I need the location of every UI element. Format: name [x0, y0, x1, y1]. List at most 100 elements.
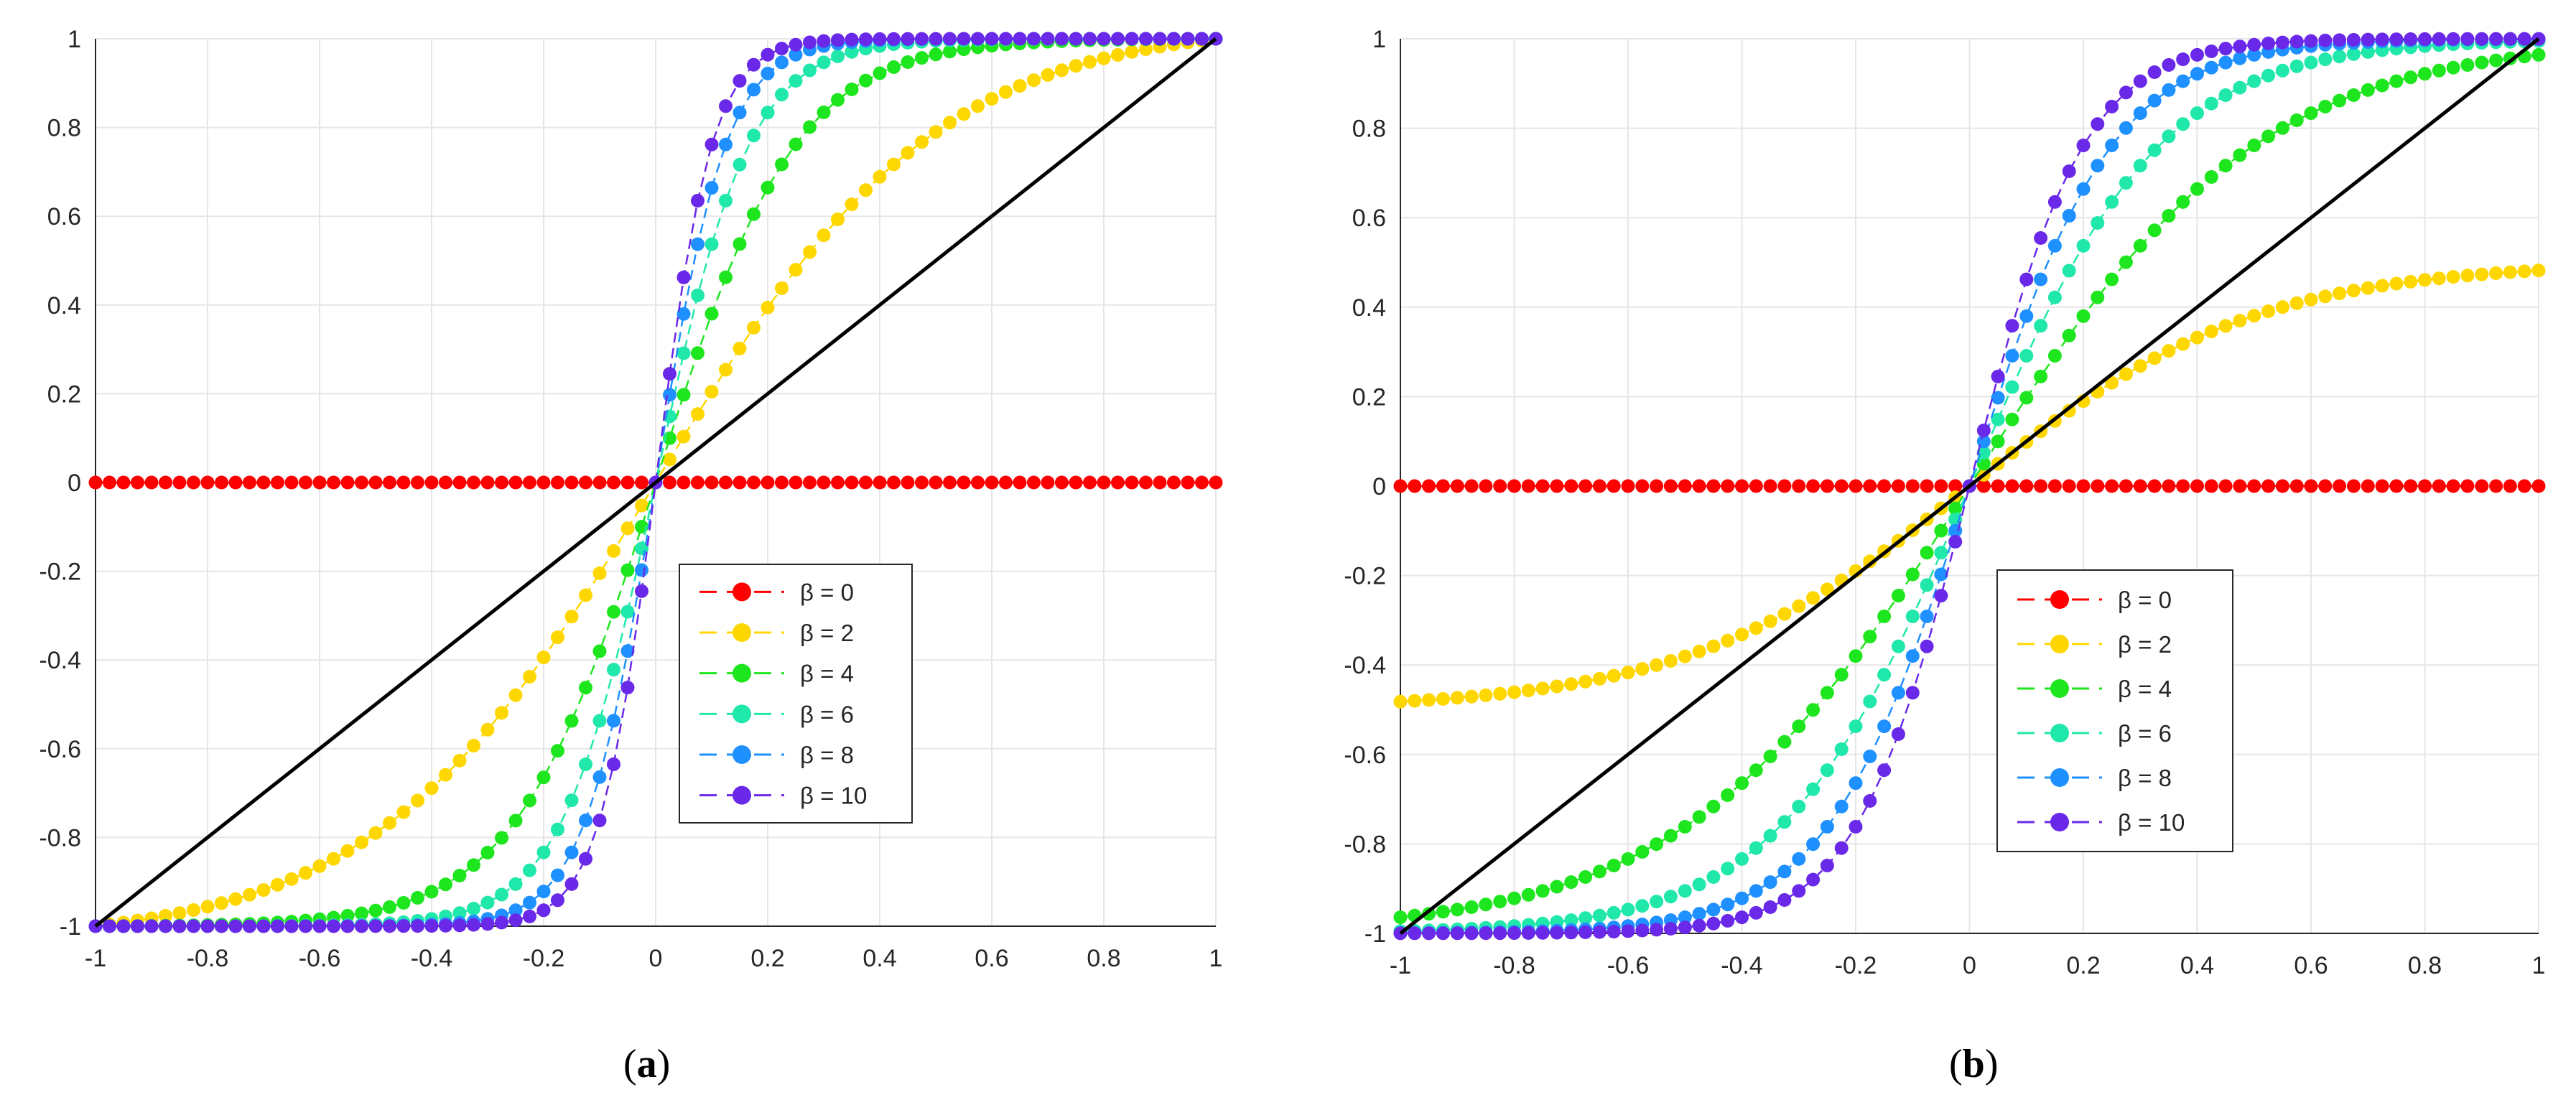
data-point	[1849, 776, 1863, 790]
legend-entry-label: β = 0	[800, 579, 854, 605]
data-point	[2418, 479, 2432, 493]
data-point	[775, 88, 789, 102]
data-point	[523, 670, 536, 684]
data-point	[200, 900, 215, 914]
data-point	[2204, 45, 2218, 58]
data-point	[1920, 610, 1934, 623]
data-point	[2289, 59, 2304, 73]
data-point	[733, 157, 747, 172]
data-point	[1934, 546, 1948, 560]
data-point	[663, 388, 676, 402]
data-point	[2261, 129, 2276, 144]
data-point	[1592, 925, 1606, 939]
legend-entry-label: β = 10	[2118, 809, 2185, 836]
data-point	[1678, 649, 1692, 663]
x-tick-label: -0.6	[299, 945, 341, 972]
data-point	[943, 475, 957, 490]
x-tick-label: 0.6	[975, 945, 1008, 972]
data-point	[1578, 870, 1593, 884]
data-point	[1863, 750, 1877, 763]
data-point	[2176, 337, 2190, 351]
data-point	[411, 891, 424, 905]
data-point	[971, 475, 985, 490]
data-point	[2233, 39, 2247, 54]
data-point	[2333, 286, 2347, 301]
data-point	[1464, 479, 1479, 493]
data-point	[901, 146, 915, 160]
data-point	[1650, 658, 1664, 672]
data-point	[1806, 782, 1821, 796]
data-point	[1820, 479, 1834, 493]
data-point	[831, 475, 845, 490]
data-point	[2432, 63, 2446, 78]
data-point	[467, 902, 480, 915]
data-point	[1153, 32, 1167, 46]
data-point	[2261, 37, 2276, 50]
data-point	[2432, 479, 2446, 493]
data-point	[1181, 475, 1195, 490]
panel-label: (a)	[623, 1042, 670, 1086]
data-point	[579, 475, 592, 490]
data-point	[2190, 479, 2204, 493]
data-point	[2375, 279, 2389, 293]
data-point	[1621, 852, 1635, 866]
data-point	[312, 859, 327, 873]
data-point	[1408, 926, 1422, 941]
data-point	[2233, 314, 2247, 328]
data-point	[2531, 47, 2546, 62]
data-point	[2091, 479, 2105, 493]
data-point	[789, 37, 803, 52]
data-point	[1849, 649, 1863, 663]
data-point	[2389, 32, 2404, 47]
data-point	[2446, 32, 2460, 46]
data-point	[495, 915, 508, 930]
data-point	[1976, 424, 1991, 437]
x-tick-label: -0.8	[187, 945, 229, 972]
data-point	[663, 475, 676, 490]
data-point	[2147, 93, 2162, 108]
data-point	[200, 919, 215, 933]
data-point	[2133, 74, 2147, 88]
data-point	[1621, 666, 1635, 680]
data-point	[1877, 610, 1892, 623]
data-point	[2019, 479, 2034, 493]
data-point	[508, 877, 523, 891]
data-point	[1069, 475, 1083, 490]
y-tick-label: 0.2	[1352, 383, 1386, 411]
data-point	[2375, 32, 2389, 47]
data-point	[761, 300, 775, 314]
data-point	[1692, 644, 1706, 658]
data-point	[1863, 694, 1877, 709]
data-point	[172, 906, 187, 920]
data-point	[1863, 554, 1877, 569]
data-point	[340, 475, 355, 490]
y-tick-label: 0.6	[1352, 205, 1386, 232]
data-point	[1991, 412, 2005, 426]
data-point	[1735, 628, 1749, 642]
data-point	[1721, 862, 1735, 876]
data-point	[2076, 182, 2091, 196]
data-point	[831, 93, 845, 107]
data-point	[452, 475, 467, 490]
data-point	[1735, 479, 1749, 493]
y-tick-label: 0.6	[47, 203, 81, 230]
data-point	[1408, 479, 1422, 493]
data-point	[971, 32, 985, 46]
data-point	[2275, 35, 2289, 50]
data-point	[1550, 880, 1564, 894]
data-point	[2531, 263, 2546, 278]
data-point	[1991, 479, 2005, 493]
data-point	[327, 919, 340, 933]
data-point	[733, 475, 747, 490]
data-point	[1535, 479, 1550, 493]
x-tick-label: 0	[1963, 952, 1976, 979]
data-point	[1069, 32, 1083, 46]
data-point	[424, 885, 439, 899]
data-point	[2318, 289, 2333, 304]
data-point	[2375, 78, 2389, 93]
data-point	[1806, 837, 1821, 852]
x-tick-label: 0	[649, 945, 663, 972]
data-point	[2218, 319, 2233, 333]
data-point	[887, 475, 901, 490]
data-point	[1706, 639, 1721, 653]
